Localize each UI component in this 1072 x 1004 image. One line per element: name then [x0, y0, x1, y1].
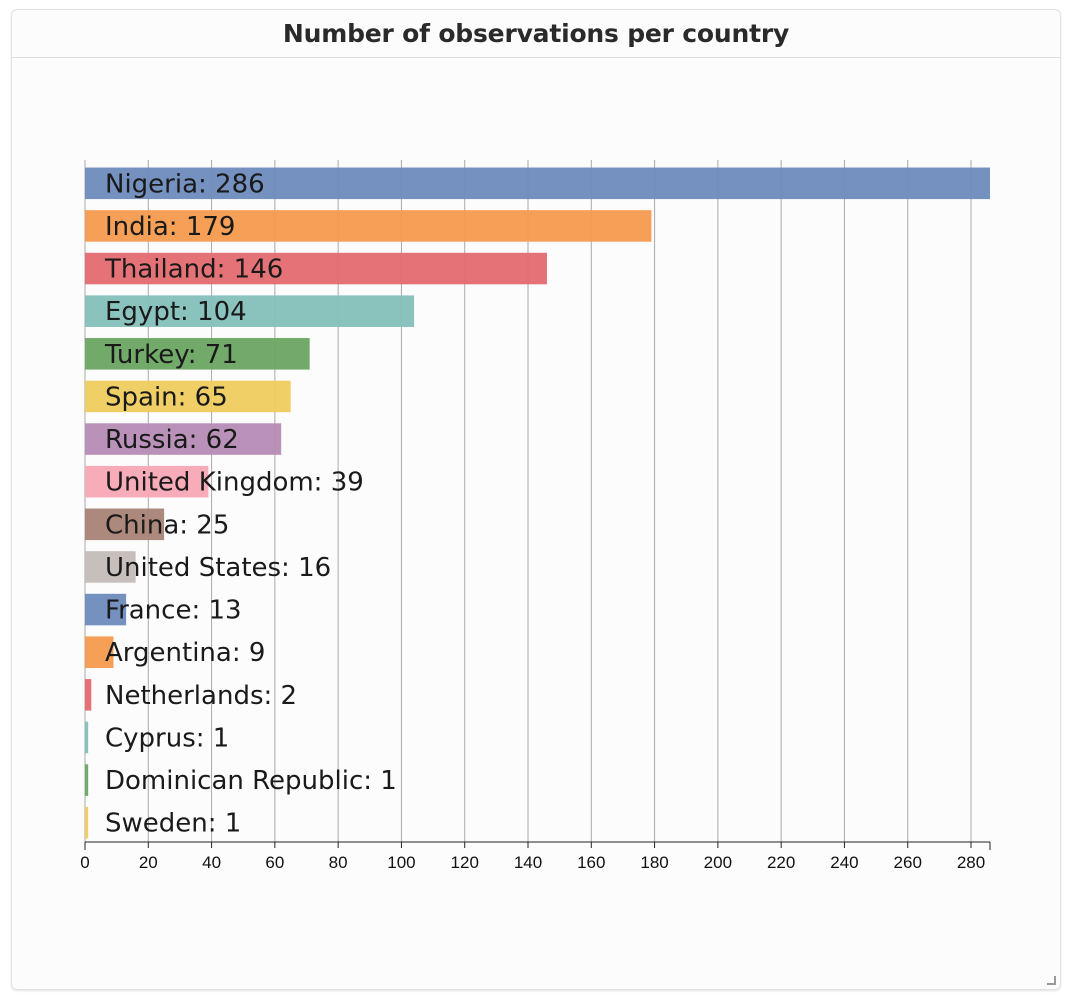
x-tick-label: 220	[767, 853, 795, 872]
bar-label: Egypt: 104	[105, 297, 247, 327]
bar	[85, 636, 114, 668]
bar-label: Dominican Republic: 1	[105, 766, 397, 796]
bar	[85, 380, 291, 413]
bar-label: Cyprus: 1	[105, 723, 229, 753]
bar	[85, 508, 165, 541]
x-tick-label: 80	[329, 853, 348, 872]
bar	[85, 679, 92, 711]
chart-title: Number of observations per country	[282, 19, 790, 48]
resize-handle-icon[interactable]	[1046, 975, 1056, 985]
bar-label: Russia: 62	[105, 425, 239, 455]
bar-label: Argentina: 9	[105, 638, 265, 668]
x-tick-label: 120	[451, 853, 479, 872]
x-tick-label: 40	[202, 853, 221, 872]
bar-label: Netherlands: 2	[105, 681, 297, 711]
x-tick-label: 160	[577, 853, 605, 872]
bar	[85, 764, 89, 796]
bar-label: France: 13	[105, 596, 242, 626]
x-tick-label: 280	[957, 853, 985, 872]
bar	[85, 721, 89, 754]
bar-label: India: 179	[105, 212, 235, 242]
panel-header: Number of observations per country	[12, 10, 1060, 58]
x-tick-label: 260	[894, 853, 922, 872]
x-tick-label: 60	[265, 853, 284, 872]
bar-label: Sweden: 1	[105, 809, 241, 839]
bar-label: Nigeria: 286	[105, 169, 265, 199]
bar	[85, 252, 547, 285]
bar	[85, 806, 89, 839]
bar	[85, 295, 415, 327]
x-tick-label: 20	[139, 853, 158, 872]
bar	[85, 423, 282, 455]
x-tick-label: 200	[704, 853, 732, 872]
bar-label: Turkey: 71	[104, 340, 238, 370]
x-tick-label: 0	[80, 853, 89, 872]
bar-label: United Kingdom: 39	[105, 468, 364, 498]
bar	[85, 338, 310, 370]
bar-label: Thailand: 146	[104, 255, 283, 285]
bar	[85, 551, 136, 583]
x-tick-label: 140	[514, 853, 542, 872]
bar	[85, 167, 990, 200]
x-tick-label: 240	[830, 853, 858, 872]
bar	[85, 210, 652, 242]
bar-label: China: 25	[105, 510, 229, 540]
bar-label: Spain: 65	[105, 382, 228, 412]
bar	[85, 465, 209, 498]
bar-label: United States: 16	[105, 553, 331, 583]
x-tick-label: 100	[387, 853, 415, 872]
x-tick-label: 180	[640, 853, 668, 872]
bar	[85, 593, 127, 626]
